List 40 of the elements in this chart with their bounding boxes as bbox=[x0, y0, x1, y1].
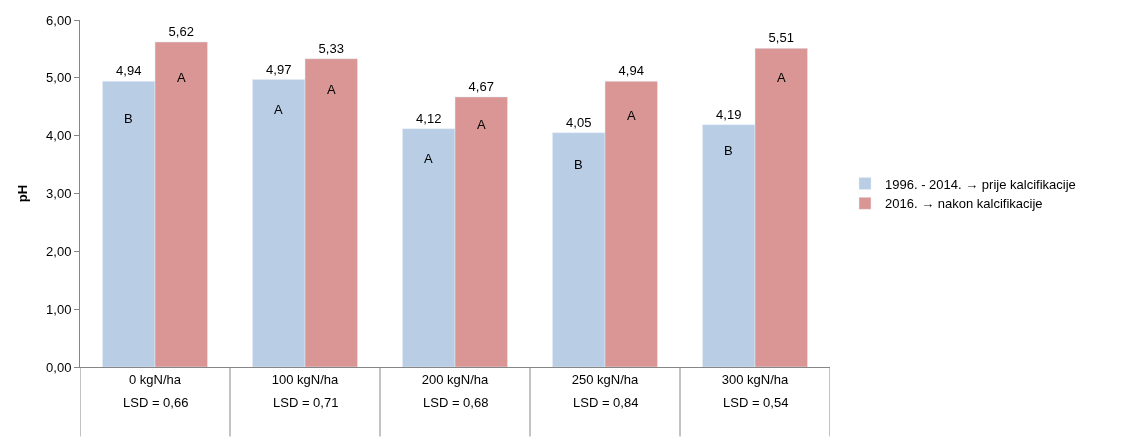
y-tick-label: 4,00 bbox=[46, 128, 72, 144]
x-tick-label: 250 kgN/ha bbox=[571, 371, 640, 387]
annotation: A bbox=[177, 70, 186, 85]
y-tick-label: 6,00 bbox=[46, 12, 72, 28]
data-label: 4,12 bbox=[416, 110, 442, 126]
y-axis-title: pH bbox=[15, 184, 31, 203]
annotation: A bbox=[627, 108, 636, 123]
annotation: A bbox=[327, 82, 336, 97]
annotation: B bbox=[124, 111, 133, 126]
x-tick-label: 0 kgN/ha bbox=[128, 371, 182, 387]
x-tick-label: 200 kgN/ha bbox=[421, 371, 490, 387]
text: LSD = 0,68 bbox=[423, 395, 489, 410]
data-label: 5,62 bbox=[168, 23, 194, 39]
text: LSD = 0,66 bbox=[123, 395, 189, 410]
x-tick-label: 100 kgN/ha bbox=[271, 371, 340, 387]
y-tick-label: 0,00 bbox=[46, 359, 72, 375]
data-label: 5,33 bbox=[318, 40, 344, 56]
text: LSD = 0,84 bbox=[573, 395, 639, 410]
y-tick-label: 5,00 bbox=[46, 70, 72, 86]
annotation: A bbox=[477, 117, 486, 132]
data-label: 4,19 bbox=[716, 106, 742, 122]
data-label: 4,94 bbox=[618, 63, 644, 79]
y-tick-label: 2,00 bbox=[46, 243, 72, 259]
data-label: 4,67 bbox=[468, 78, 494, 94]
data-label: 4,94 bbox=[116, 63, 142, 79]
annotation: A bbox=[274, 102, 283, 117]
y-tick-label: 1,00 bbox=[46, 301, 72, 317]
annotation: A bbox=[424, 151, 433, 166]
legend-label: 2016. → nakon kalcifikacije bbox=[885, 196, 1043, 212]
annotation: A bbox=[777, 70, 786, 85]
legend-label: 1996. - 2014. → prije kalcifikacije bbox=[885, 176, 1076, 192]
data-label: 4,97 bbox=[266, 61, 292, 77]
data-label: 4,05 bbox=[566, 114, 592, 130]
text: LSD = 0,54 bbox=[723, 395, 789, 410]
data-label: 5,51 bbox=[768, 30, 794, 46]
x-tick-label: 300 kgN/ha bbox=[721, 371, 790, 387]
annotation: B bbox=[724, 143, 733, 158]
text: LSD = 0,71 bbox=[273, 395, 339, 410]
y-tick-label: 3,00 bbox=[46, 186, 72, 202]
annotation: B bbox=[574, 157, 583, 172]
